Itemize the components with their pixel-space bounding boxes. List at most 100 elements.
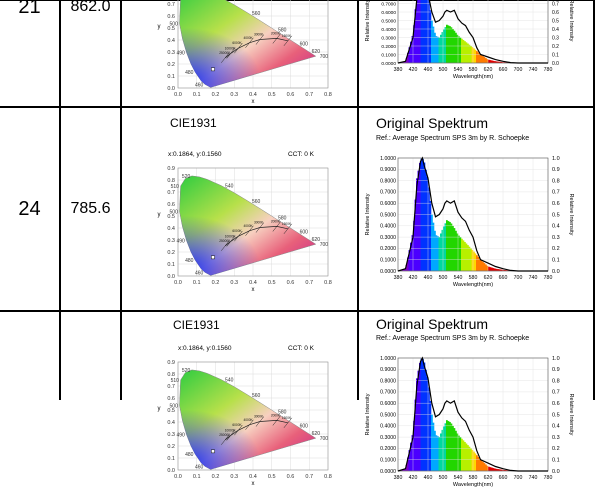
- cie-y-tick-label: 0.0: [167, 86, 175, 92]
- chromaticity-point: [211, 450, 214, 453]
- wavelength-label: 700: [320, 436, 329, 442]
- spectrum-x-tick-label: 740: [529, 275, 538, 281]
- spectrum-x-tick-label: 380: [394, 275, 403, 281]
- cie-y-tick-label: 0.2: [167, 250, 175, 256]
- cct-label: 6000K: [232, 41, 242, 45]
- spectrum-y-tick-left: 1.0000: [380, 356, 396, 362]
- spectrum-y-tick-left: 0.6000: [380, 401, 396, 407]
- wavelength-label: 600: [300, 41, 309, 47]
- cct-label: 10000K: [225, 46, 237, 50]
- cie-y-tick-label: 0.9: [167, 360, 175, 366]
- spectrum-chart-title: Original Spektrum: [376, 316, 488, 332]
- wavelength-label: 460: [195, 270, 204, 276]
- spectrum-y-tick-left: 0.2000: [380, 446, 396, 452]
- cie-x-axis-label: x: [252, 99, 255, 105]
- spectrum-y-tick-left: 0.2000: [380, 246, 396, 252]
- cie-x-axis-label: x: [252, 481, 255, 487]
- spectrum-x-tick-label: 660: [499, 275, 508, 281]
- spectrum-y-tick-left: 0.0000: [381, 61, 396, 67]
- spectrum-y-tick-right: 0.1: [552, 258, 560, 264]
- cie-chart-title: CIE1931: [173, 318, 220, 332]
- wavelength-label: 510: [171, 0, 180, 2]
- wavelength-label: 480: [185, 70, 194, 76]
- cie-y-tick-label: 0.6: [167, 202, 175, 208]
- table-divider-col-2: [120, 0, 122, 400]
- wavelength-label: 540: [225, 0, 234, 1]
- spectrum-x-tick-label: 580: [469, 475, 478, 481]
- wavelength-label: 500: [170, 21, 179, 27]
- spectrum-x-tick-label: 660: [499, 475, 508, 481]
- spectrum-x-tick-label: 780: [544, 275, 553, 281]
- wavelength-label: 500: [170, 403, 179, 409]
- cie-y-tick-label: 0.0: [167, 274, 175, 280]
- spectrum-y-tick-left: 0.9000: [380, 167, 396, 173]
- spectrum-y-tick-right: 0.2: [552, 446, 560, 452]
- spectrum-x-tick-label: 740: [529, 67, 538, 73]
- table-divider-row-1: [0, 106, 595, 108]
- cie-y-tick-label: 0.1: [167, 74, 175, 80]
- spectrum-x-tick-label: 380: [394, 475, 403, 481]
- cct-label: 25000K: [219, 433, 231, 437]
- cie-y-tick-label: 0.7: [167, 384, 175, 390]
- wavelength-label: 600: [300, 423, 309, 429]
- spectrum-y-axis-label-right: Relative Intensity: [568, 0, 574, 42]
- spectrum-y-tick-left: 0.4000: [381, 27, 396, 33]
- spectrum-y-tick-left: 0.2000: [381, 44, 396, 50]
- cie-x-tick-label: 0.1: [193, 92, 201, 98]
- spectrum-x-tick-label: 540: [454, 67, 463, 73]
- cct-label: 4000K: [243, 36, 253, 40]
- cct-label: 3000K: [254, 415, 264, 419]
- row-value: 785.6: [61, 194, 120, 224]
- cie-x-tick-label: 0.6: [287, 280, 295, 286]
- spectrum-y-tick-right: 0.9: [552, 167, 560, 173]
- wavelength-label: 460: [195, 464, 204, 470]
- cie-y-tick-label: 0.3: [167, 432, 175, 438]
- spectrum-y-tick-left: 0.3000: [381, 35, 396, 41]
- spectrum-y-tick-left: 0.6000: [381, 10, 396, 16]
- spectrum-x-tick-label: 460: [424, 275, 433, 281]
- cie-x-tick-label: 0.2: [212, 474, 220, 480]
- cie-x-tick-label: 0.0: [174, 280, 182, 286]
- cct-label: 3000K: [254, 33, 264, 37]
- cie-x-tick-label: 0.2: [212, 92, 220, 98]
- spectrum-y-tick-left: 0.6000: [380, 201, 396, 207]
- spectrum-y-tick-right: 1.0: [552, 356, 560, 362]
- cie-x-tick-label: 0.0: [174, 474, 182, 480]
- spectrum-x-tick-label: 700: [514, 475, 523, 481]
- cie-cct: CCT: 0 K: [288, 151, 314, 158]
- spectrum-y-tick-left: 0.5000: [380, 412, 396, 418]
- cct-label: 6000K: [232, 229, 242, 233]
- cie-chart-title: CIE1931: [170, 116, 217, 130]
- cie-y-tick-label: 0.4: [167, 420, 175, 426]
- cie-x-tick-label: 0.5: [268, 474, 276, 480]
- spectrum-x-tick-label: 540: [454, 475, 463, 481]
- spectrum-y-tick-right: 0.6: [552, 401, 560, 407]
- spectrum-y-tick-right: 0.7: [552, 190, 560, 196]
- cie-cct: CCT: 0 K: [288, 345, 314, 352]
- spectrum-x-tick-label: 460: [424, 67, 433, 73]
- spectrum-x-axis-label: Wavelength(nm): [453, 74, 493, 80]
- spectrum-y-axis-label-left: Relative Intensity: [365, 0, 371, 41]
- wavelength-label: 510: [171, 184, 180, 190]
- spectrum-y-tick-left: 0.7000: [380, 190, 396, 196]
- spectrum-x-tick-label: 620: [484, 275, 493, 281]
- spectrum-y-tick-right: 0.0: [552, 469, 560, 475]
- spectrum-x-tick-label: 580: [469, 275, 478, 281]
- cie-y-axis-label: y: [158, 406, 161, 412]
- cie-coordinates: x:0.1864, y:0.1560: [178, 345, 232, 352]
- cie-y-tick-label: 0.2: [167, 62, 175, 68]
- spectrum-x-tick-label: 700: [514, 275, 523, 281]
- wavelength-label: 560: [252, 393, 261, 399]
- cct-label: 10000K: [225, 428, 237, 432]
- cie-x-tick-label: 0.8: [324, 280, 332, 286]
- spectrum-y-tick-right: 0.4: [552, 424, 560, 430]
- row-index: 21: [0, 0, 59, 24]
- wavelength-label: 560: [252, 11, 261, 17]
- spectrum-y-tick-left: 0.5000: [380, 212, 396, 218]
- spectrum-y-tick-right: 0.2: [552, 246, 560, 252]
- spectrum-y-tick-right: 0.2: [552, 44, 559, 50]
- spectrum-x-tick-label: 380: [394, 67, 403, 73]
- chromaticity-point: [211, 68, 214, 71]
